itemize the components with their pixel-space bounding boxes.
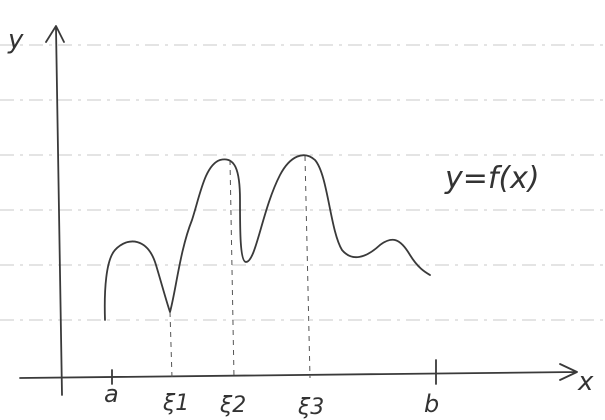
x-axis-label: x — [577, 367, 594, 397]
function-label: y=f(x) — [444, 161, 540, 196]
point-label: b — [424, 390, 439, 418]
point-label: ξ3 — [297, 395, 324, 420]
guide-lines — [169, 155, 311, 379]
function-curve — [103, 154, 431, 321]
x-axis — [19, 363, 578, 381]
tick-marks — [111, 359, 437, 385]
point-label: ξ1 — [162, 391, 189, 416]
point-label: a — [104, 380, 119, 408]
y-axis — [45, 25, 65, 396]
y-axis-label: y — [7, 25, 24, 55]
point-label: ξ2 — [219, 393, 246, 418]
